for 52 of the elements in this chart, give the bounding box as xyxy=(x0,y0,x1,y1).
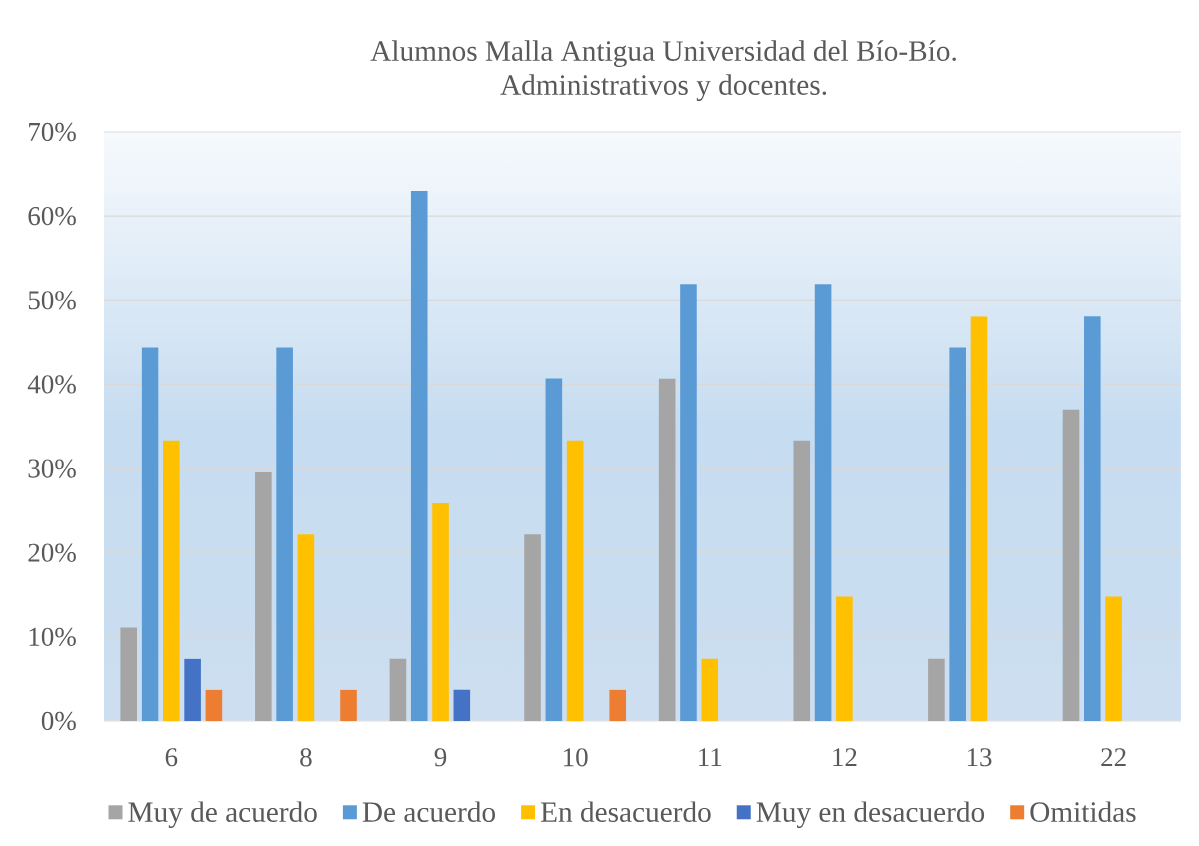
x-tick-label: 6 xyxy=(165,748,178,767)
legend-label: De acuerdo xyxy=(362,801,495,822)
y-tick-label: 70% xyxy=(29,122,76,142)
bar xyxy=(524,534,541,721)
bar xyxy=(609,689,627,721)
x-tick-label: 9 xyxy=(434,748,447,767)
bar xyxy=(297,534,315,721)
y-tick-label: 0% xyxy=(41,711,76,731)
bar xyxy=(658,378,676,721)
x-tick-label: 11 xyxy=(699,748,722,767)
y-tick-label: 30% xyxy=(28,459,76,478)
legend-label: Muy en desacuerdo xyxy=(756,801,985,829)
bar xyxy=(928,658,945,721)
y-tick-label: 60% xyxy=(28,206,76,226)
chart-title: Alumnos Malla Antigua Universidad del Bío-Bío. xyxy=(370,40,956,67)
legend-label: Omitidas xyxy=(1030,801,1136,822)
x-tick-label: 12 xyxy=(833,748,857,767)
bar xyxy=(276,347,293,721)
bar xyxy=(970,316,988,721)
bar xyxy=(1105,596,1122,721)
bar xyxy=(255,471,272,721)
y-tick-label: 20% xyxy=(28,543,76,562)
bar xyxy=(453,689,471,721)
x-tick-label: 10 xyxy=(564,748,588,767)
bar xyxy=(120,627,138,721)
chart-subtitle: Administrativos y docentes. xyxy=(500,74,827,101)
bar xyxy=(1062,409,1080,721)
bar xyxy=(793,440,811,721)
y-tick-label: 10% xyxy=(29,627,76,647)
bar xyxy=(949,347,966,721)
x-tick-label: 8 xyxy=(300,748,312,767)
bar xyxy=(432,503,449,721)
bar xyxy=(389,658,407,721)
bar xyxy=(1084,316,1101,721)
bar xyxy=(340,689,357,721)
bar xyxy=(205,689,223,721)
bar xyxy=(680,284,697,721)
y-tick-label: 40% xyxy=(27,375,76,394)
legend-label: En desacuerdo xyxy=(540,801,711,822)
bar xyxy=(163,440,180,721)
bar xyxy=(836,596,853,721)
bar xyxy=(141,347,159,721)
bar xyxy=(184,658,201,721)
bar xyxy=(566,440,584,721)
y-tick-label: 50% xyxy=(28,291,76,310)
bar xyxy=(545,378,563,721)
bar xyxy=(701,658,719,721)
bar xyxy=(814,284,832,721)
legend-label: Muy de acuerdo xyxy=(128,801,317,829)
x-tick-label: 13 xyxy=(967,748,992,767)
bar xyxy=(410,190,428,721)
x-tick-label: 22 xyxy=(1101,748,1126,767)
